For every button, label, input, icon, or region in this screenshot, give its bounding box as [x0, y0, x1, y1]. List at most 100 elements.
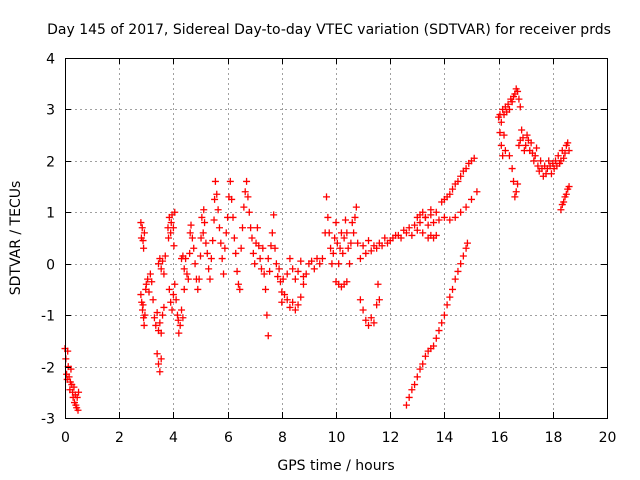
data-point: [419, 208, 427, 216]
data-point: [424, 221, 432, 229]
data-point: [405, 224, 413, 232]
y-axis-label: SDTVAR / TECUs: [8, 181, 24, 296]
y-tick-label: -3: [41, 412, 55, 428]
data-point: [236, 285, 244, 293]
data-point: [443, 301, 451, 309]
data-point: [523, 131, 531, 139]
data-point: [446, 216, 454, 224]
data-point: [232, 249, 240, 257]
data-point: [210, 216, 218, 224]
data-point: [184, 275, 192, 283]
data-point: [251, 260, 259, 268]
data-point: [146, 270, 154, 278]
data-point: [154, 260, 162, 268]
data-point: [505, 152, 513, 160]
data-point: [522, 141, 530, 149]
data-point: [499, 152, 507, 160]
data-point: [454, 177, 462, 185]
data-point: [266, 267, 274, 275]
data-point: [197, 252, 204, 260]
data-point: [172, 296, 180, 304]
data-point: [283, 270, 291, 278]
data-point: [468, 195, 475, 203]
data-point: [324, 213, 332, 221]
data-point: [190, 244, 198, 252]
data-point: [73, 393, 81, 401]
data-point: [195, 275, 203, 283]
data-point: [157, 329, 165, 337]
x-axis-label: GPS time / hours: [277, 458, 394, 474]
data-point: [497, 141, 505, 149]
data-point: [165, 234, 173, 242]
data-point: [279, 275, 287, 283]
data-point: [560, 198, 568, 206]
x-tick-label: 8: [278, 430, 287, 446]
data-point: [171, 208, 179, 216]
data-point: [514, 87, 522, 95]
data-point: [291, 306, 299, 314]
data-point: [359, 242, 367, 250]
data-point: [367, 247, 375, 255]
data-point: [152, 321, 160, 329]
data-point: [339, 249, 347, 257]
data-point: [362, 316, 370, 324]
data-point: [518, 126, 526, 134]
data-point: [394, 231, 402, 239]
data-point: [352, 203, 360, 211]
data-point: [438, 319, 446, 327]
data-point: [174, 316, 182, 324]
data-point: [446, 293, 454, 301]
data-point: [519, 134, 527, 142]
data-point: [373, 244, 381, 252]
data-point: [496, 129, 504, 137]
data-point: [547, 170, 555, 178]
data-point: [157, 265, 165, 273]
data-point: [229, 213, 237, 221]
data-point: [203, 249, 211, 257]
data-point: [565, 183, 573, 191]
data-point: [188, 234, 196, 242]
data-point: [331, 234, 339, 242]
data-point: [383, 239, 391, 247]
y-tick-label: 3: [46, 103, 55, 119]
data-point: [344, 244, 352, 252]
data-point: [144, 275, 152, 283]
data-point: [329, 249, 337, 257]
data-point: [365, 321, 373, 329]
data-point: [270, 211, 278, 219]
data-point: [534, 162, 542, 170]
data-point: [215, 224, 223, 232]
data-point: [294, 267, 302, 275]
data-point: [419, 360, 427, 368]
data-point: [140, 321, 148, 329]
data-point: [457, 260, 465, 268]
data-point: [169, 291, 177, 299]
data-point: [286, 255, 294, 263]
data-point: [202, 239, 210, 247]
data-point: [350, 229, 358, 237]
data-point: [226, 177, 234, 185]
data-point: [515, 141, 523, 149]
data-point: [153, 309, 161, 317]
data-point: [160, 303, 168, 311]
data-point: [457, 208, 465, 216]
data-point: [327, 244, 335, 252]
data-point: [169, 224, 177, 232]
data-point: [554, 152, 562, 160]
data-point: [347, 239, 355, 247]
x-tick-labels: 0 2 4 6 8 10 12 14 16 18 20: [61, 430, 616, 446]
data-point: [211, 177, 219, 185]
data-point: [473, 188, 481, 196]
data-point: [257, 265, 265, 273]
data-point: [167, 298, 175, 306]
data-point: [367, 314, 375, 322]
data-point: [328, 260, 336, 268]
data-point: [435, 216, 443, 224]
data-point: [161, 252, 169, 260]
data-point: [511, 193, 519, 201]
data-point: [530, 157, 538, 165]
data-point: [451, 275, 459, 283]
data-point: [197, 234, 205, 242]
data-point: [435, 327, 443, 335]
data-point: [281, 291, 289, 299]
